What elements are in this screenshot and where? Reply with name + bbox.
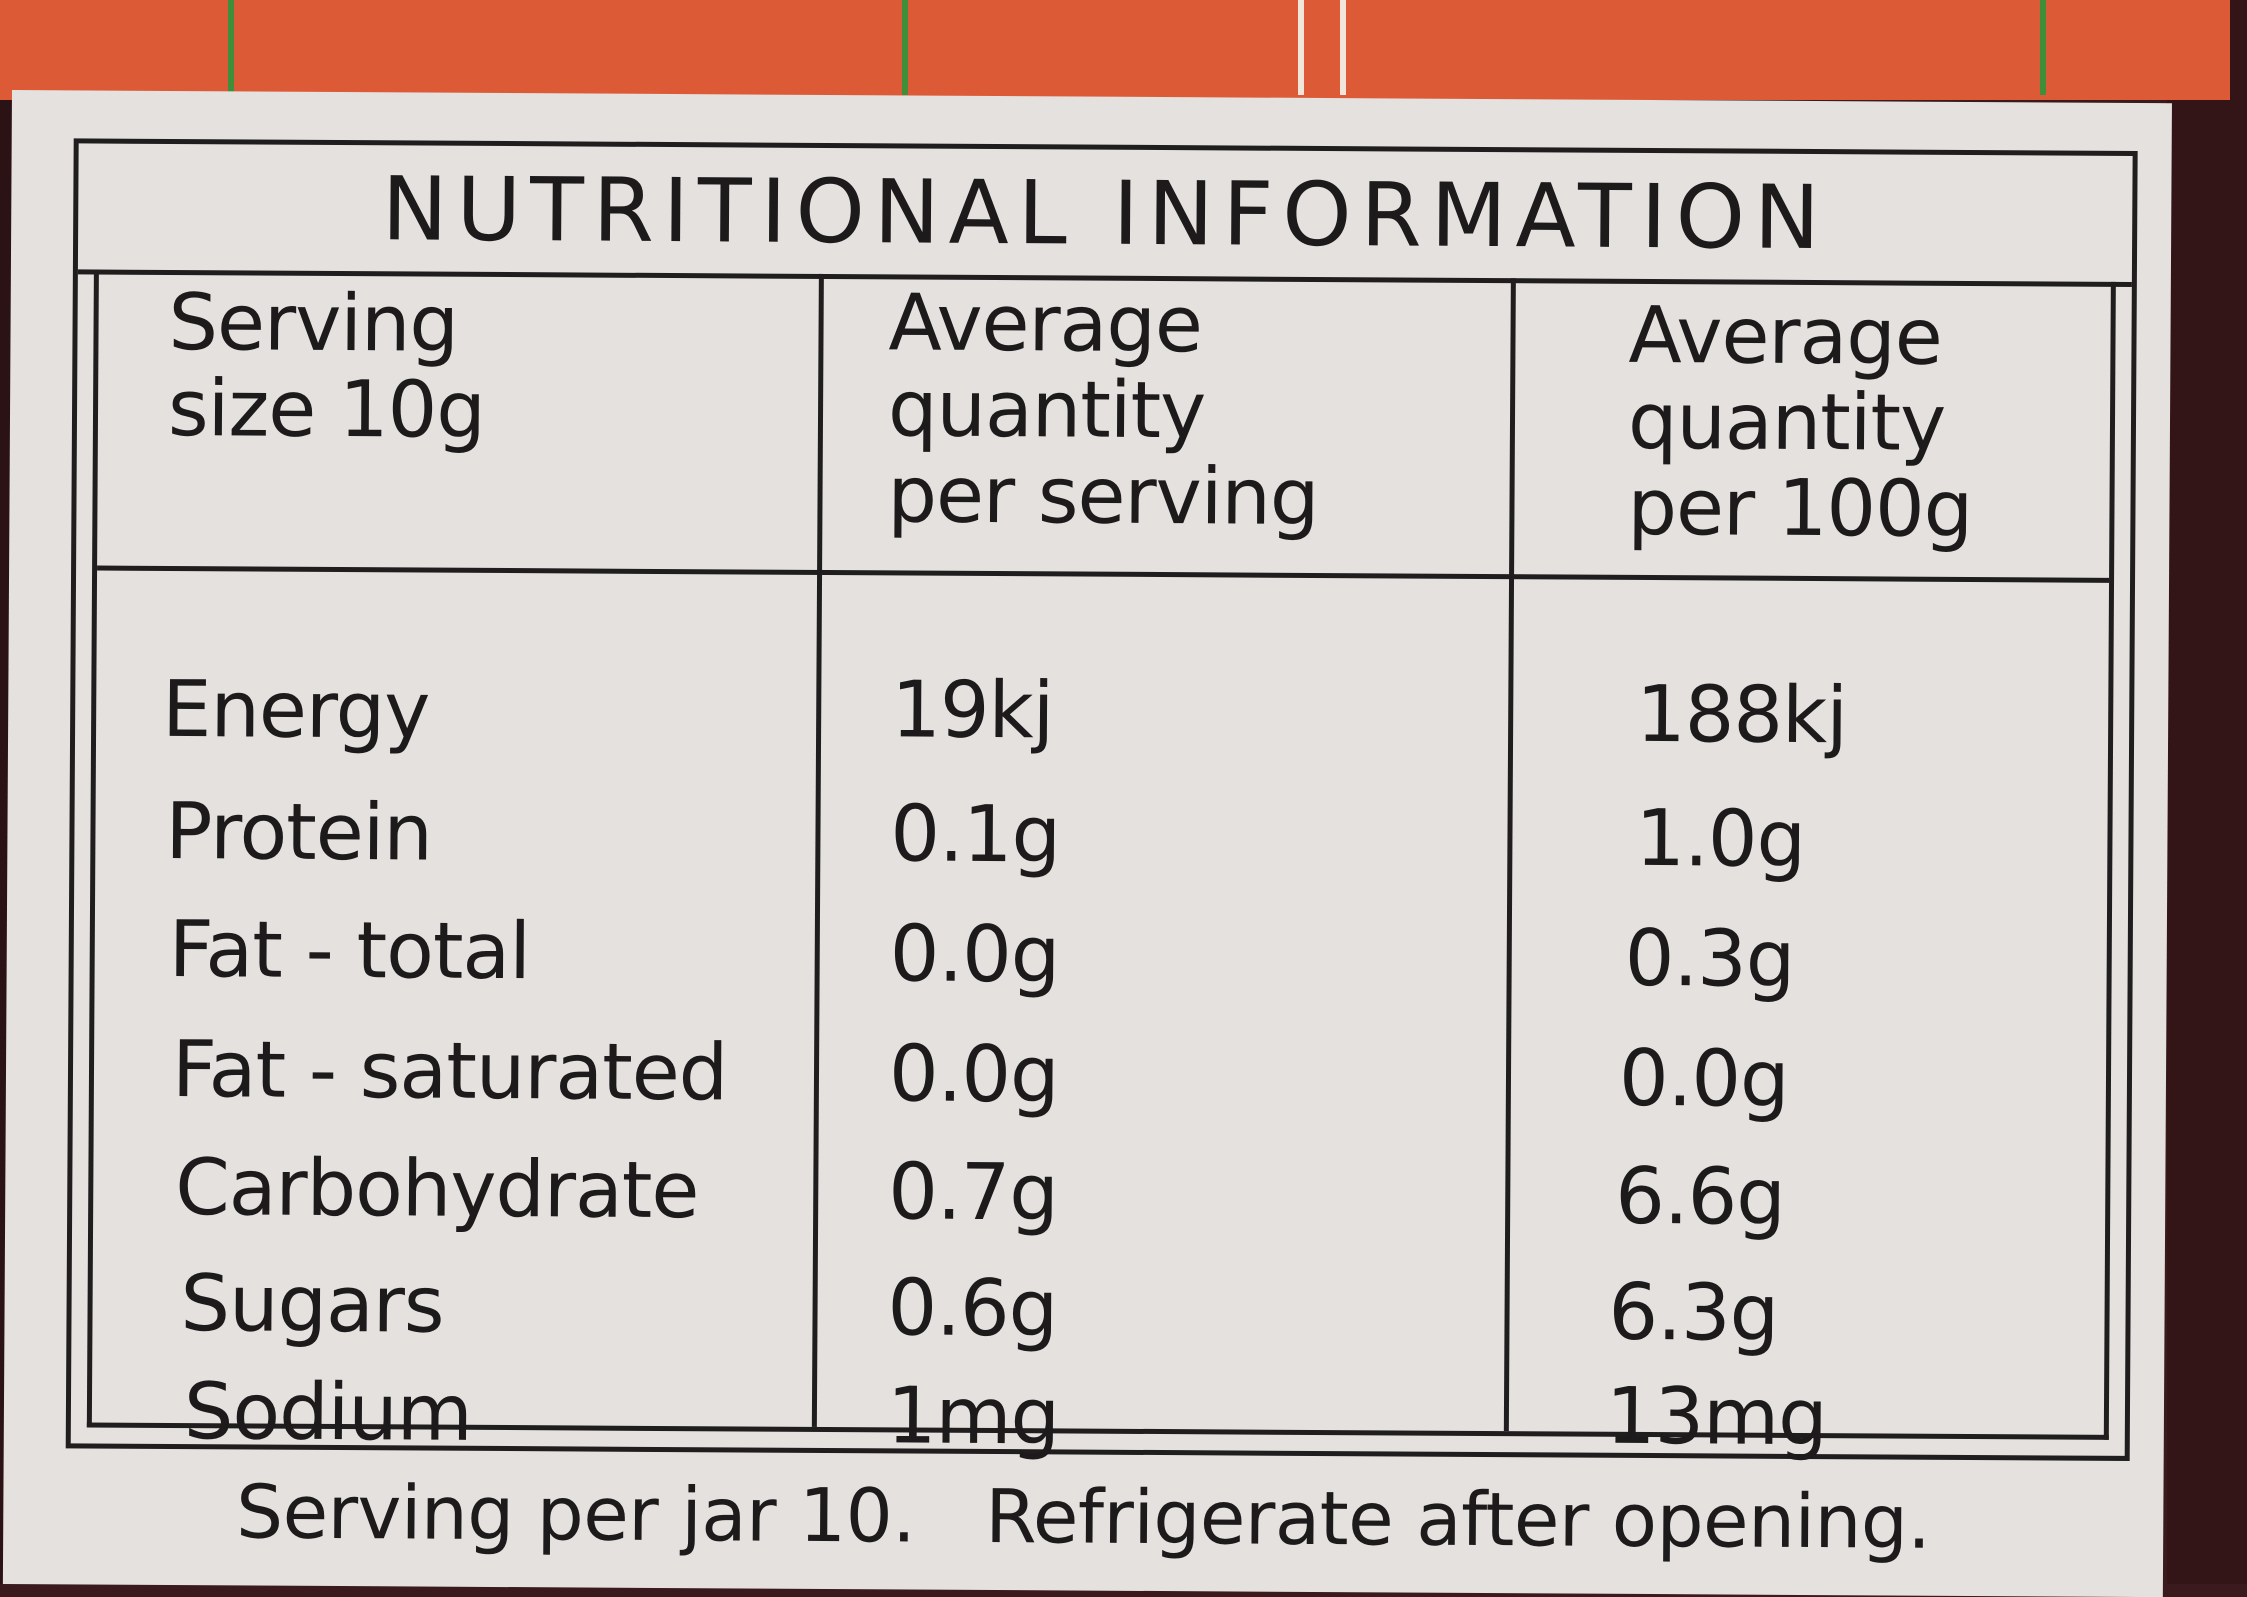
row-value-fat-total-serving: 0.0g (889, 909, 1060, 1001)
row-value-fat-total-100g: 0.3g (1624, 913, 1795, 1005)
row-value-sodium-100g: 13mg (1605, 1371, 1827, 1464)
row-value-sodium-serving: 1mg (886, 1371, 1060, 1463)
label-footer: Serving per jar 10. Refrigerate after ope… (3, 1468, 2163, 1567)
column-divider (811, 273, 824, 1427)
nutrition-table: NUTRITIONAL INFORMATION Serving size 10g… (65, 138, 2138, 1463)
nutrition-label: NUTRITIONAL INFORMATION Serving size 10g… (2, 90, 2172, 1597)
row-value-sugars-serving: 0.6g (887, 1263, 1058, 1355)
row-value-protein-100g: 1.0g (1635, 793, 1806, 885)
row-label-protein: Protein (165, 786, 433, 879)
green-stripe (2040, 0, 2046, 95)
header-per-100g: Average quantity per 100g (1627, 290, 1973, 555)
row-value-fat-saturated-100g: 0.0g (1618, 1033, 1789, 1125)
row-label-fat-total: Fat - total (168, 904, 531, 998)
row-value-energy-100g: 188kj (1635, 669, 1848, 762)
row-label-fat-saturated: Fat - saturated (171, 1024, 728, 1119)
row-label-carbohydrate: Carbohydrate (175, 1143, 699, 1237)
storage-instruction: Refrigerate after opening. (985, 1473, 1931, 1566)
row-label-sugars: Sugars (180, 1259, 444, 1351)
green-stripe (902, 0, 908, 95)
title-row: NUTRITIONAL INFORMATION (77, 143, 2133, 287)
white-stripe (1298, 0, 1304, 95)
servings-per-jar: Serving per jar 10. (235, 1469, 916, 1560)
header-per-serving: Average quantity per serving (887, 278, 1319, 543)
table-body: Serving size 10g Average quantity per se… (86, 269, 2116, 1463)
green-stripe (228, 0, 234, 95)
header-serving-size: Serving size 10g (167, 277, 486, 456)
row-label-energy: Energy (161, 664, 430, 757)
row-value-fat-saturated-serving: 0.0g (888, 1029, 1059, 1121)
orange-packaging-band (0, 0, 2230, 100)
dark-edge-right (2167, 0, 2247, 1584)
row-label-sodium: Sodium (183, 1367, 473, 1459)
row-value-protein-serving: 0.1g (890, 789, 1061, 881)
table-title: NUTRITIONAL INFORMATION (381, 156, 1830, 269)
header-divider (97, 565, 2110, 583)
row-value-carbohydrate-serving: 0.7g (888, 1147, 1059, 1239)
row-value-carbohydrate-100g: 6.6g (1614, 1151, 1786, 1243)
row-value-sugars-100g: 6.3g (1608, 1267, 1779, 1359)
column-divider (1503, 278, 1516, 1432)
row-value-energy-serving: 19kj (890, 665, 1054, 757)
white-stripe (1340, 0, 1346, 95)
